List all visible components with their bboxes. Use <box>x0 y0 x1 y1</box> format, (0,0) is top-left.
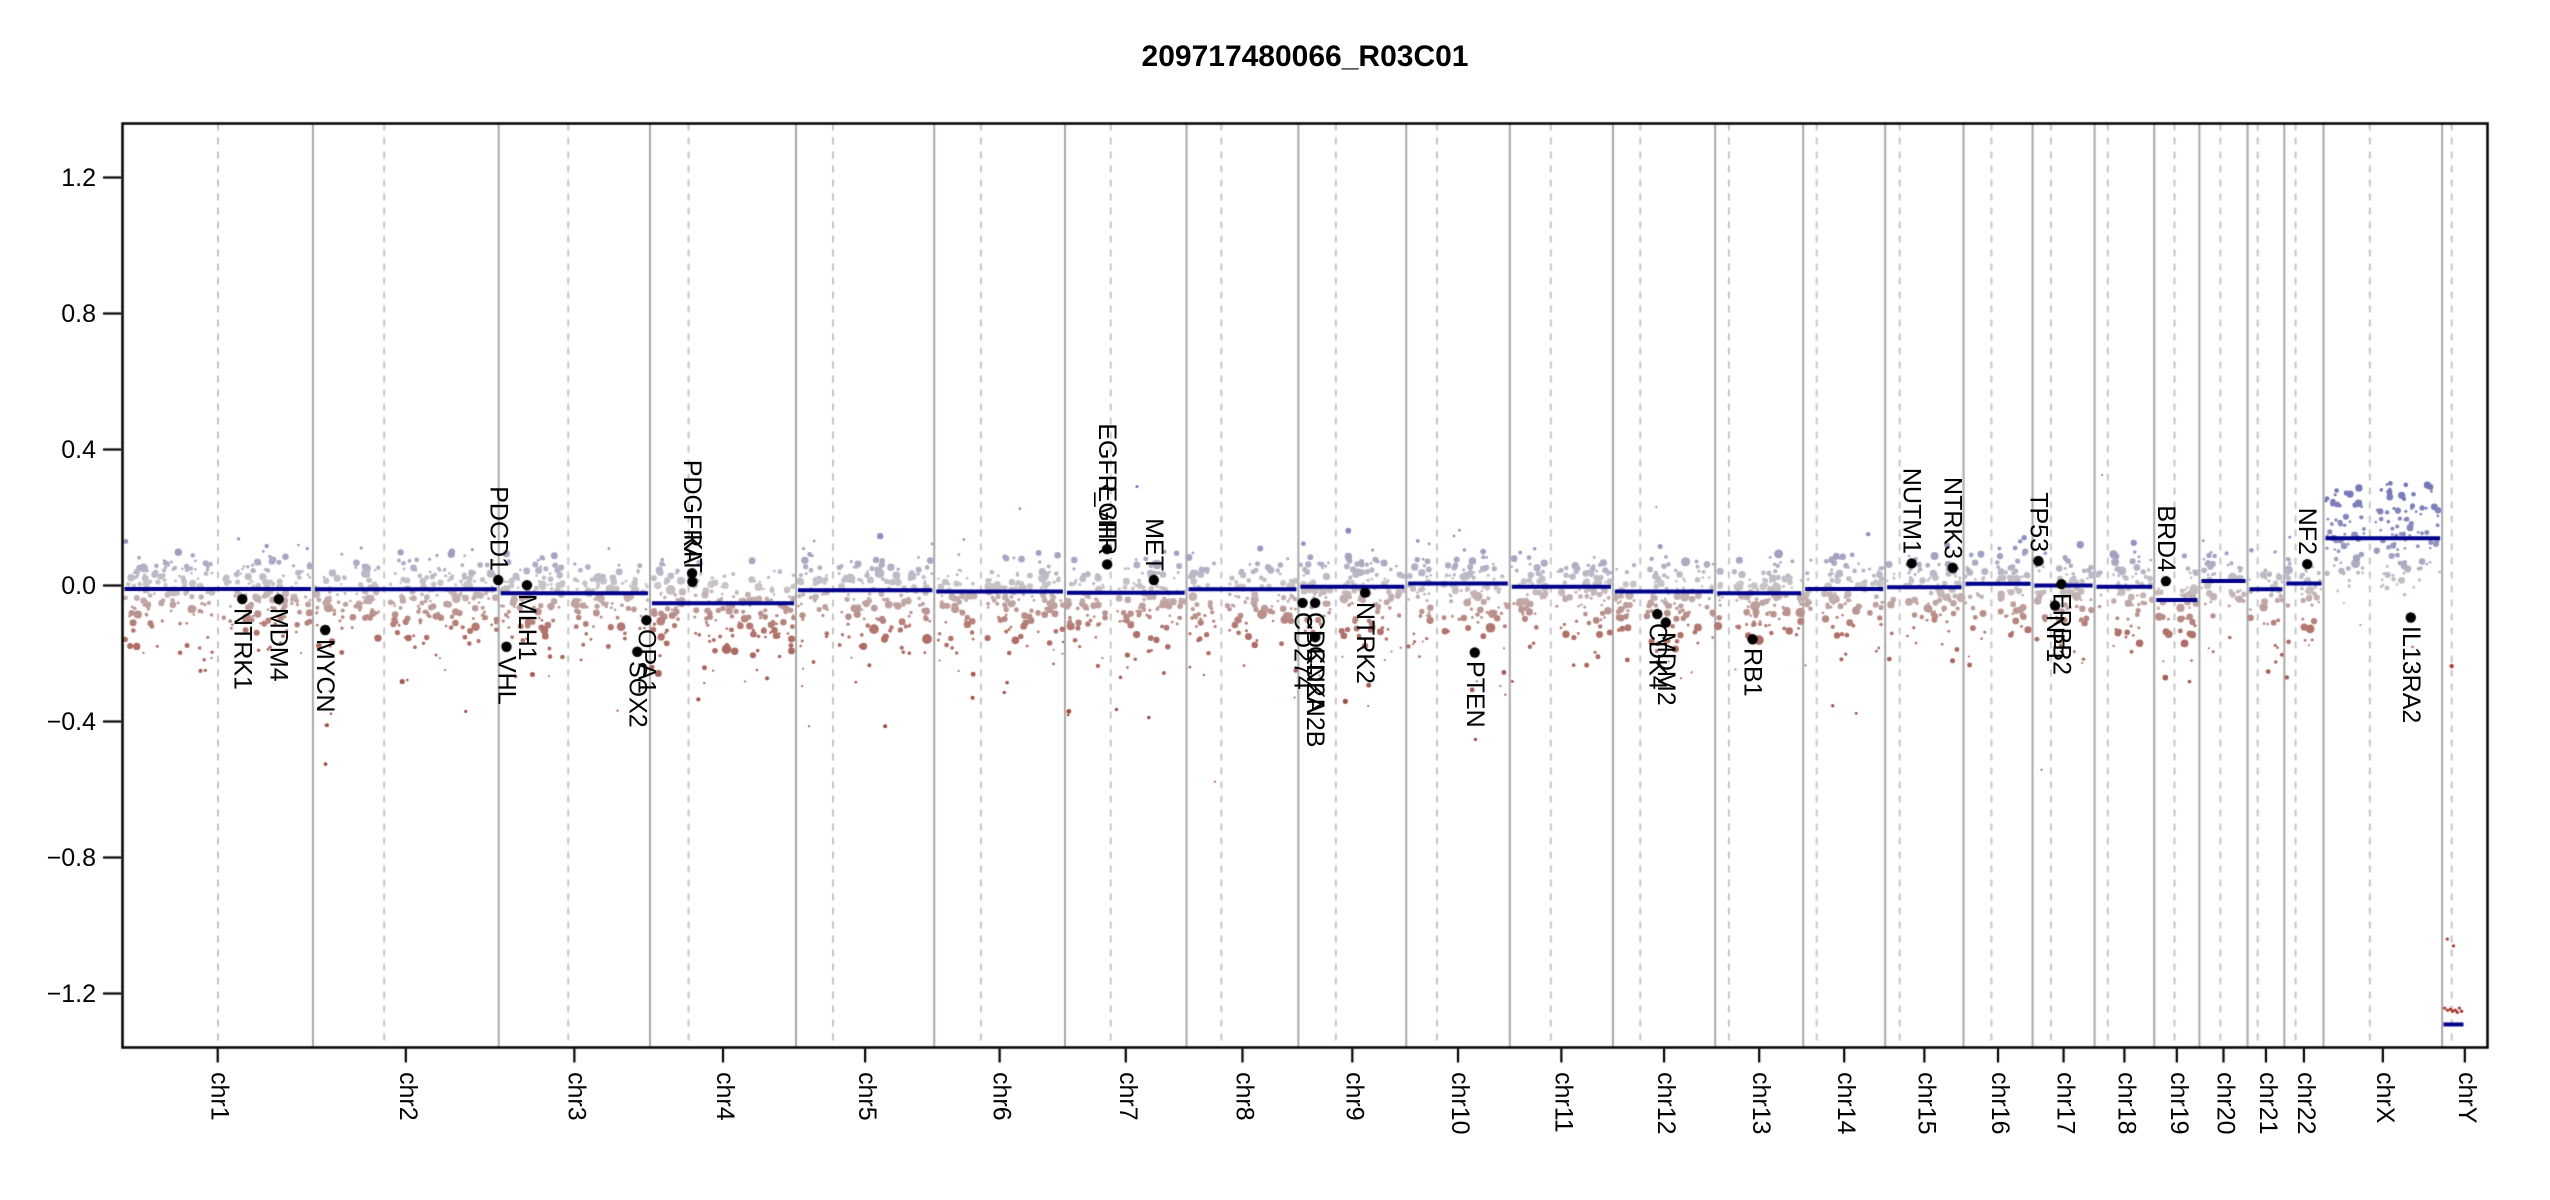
gene-label: EGFR <box>1093 485 1122 556</box>
gene-label: MYCN <box>311 639 340 713</box>
chr-axis-label: chr18 <box>2112 1072 2141 1135</box>
chr-axis-label: chr13 <box>1747 1072 1776 1135</box>
chr-axis-label: chr5 <box>853 1072 882 1121</box>
gene-label: PTEN <box>1460 661 1489 729</box>
gene-label: NF2 <box>2293 507 2322 556</box>
gene-label: NTRK1 <box>228 608 257 691</box>
gene-label: MLH1 <box>512 594 541 661</box>
gene-label: SOX2 <box>623 660 652 728</box>
y-tick-label: −1.2 <box>46 979 96 1008</box>
gene-label: MDM2 <box>1651 631 1680 706</box>
gene-label: CDKN2A <box>1301 611 1330 714</box>
y-tick-label: 0.0 <box>61 571 96 600</box>
gene-label: ERBB2 <box>2047 593 2076 676</box>
chr-axis-label: chr3 <box>562 1072 591 1121</box>
chr-axis-label: chr1 <box>205 1072 234 1121</box>
gene-label: CDK4 <box>1643 623 1672 690</box>
chr-axis-label: chr9 <box>1340 1072 1369 1121</box>
gene-label: OPA1 <box>632 629 661 695</box>
gene-label: EGFR_vIII <box>1092 423 1121 541</box>
chr-axis-label: chr12 <box>1652 1072 1681 1135</box>
chr-axis-label: chr8 <box>1230 1072 1259 1121</box>
gene-label: VHL <box>492 655 521 705</box>
chr-axis-label: chr4 <box>711 1072 739 1121</box>
gene-label: RB1 <box>1738 648 1767 697</box>
gene-label: NTRK3 <box>1938 476 1967 559</box>
chr-axis-label: chrY <box>2452 1072 2481 1124</box>
chr-axis-label: chr10 <box>1446 1072 1475 1135</box>
page-title: 209717480066_R03C01 <box>1141 40 1469 73</box>
gene-label: KIT <box>678 533 707 573</box>
chr-axis-label: chr21 <box>2253 1072 2282 1135</box>
gene-label: TP53 <box>2024 492 2053 553</box>
chr-axis-label: chr20 <box>2211 1072 2240 1135</box>
y-tick-label: −0.4 <box>46 707 96 736</box>
chr-axis-label: chr17 <box>2051 1072 2080 1135</box>
gene-label: NUTM1 <box>1897 468 1926 555</box>
gene-label: PDGFRA <box>678 460 707 565</box>
gene-label: PDCD1 <box>484 486 513 572</box>
gene-label: BRD4 <box>2151 505 2180 573</box>
y-tick-label: 0.8 <box>61 299 96 328</box>
y-tick-label: 1.2 <box>61 163 96 192</box>
chr-axis-label: chr7 <box>1113 1072 1142 1121</box>
chr-axis-label: chr11 <box>1549 1072 1578 1133</box>
gene-label: CDKN2B <box>1301 646 1330 748</box>
gene-label: CD274 <box>1288 611 1317 690</box>
chr-axis-label: chrX <box>2370 1072 2399 1124</box>
gene-label: MET <box>1139 518 1168 572</box>
gene-label: MDM4 <box>264 608 293 682</box>
chr-axis-label: chr16 <box>1986 1072 2015 1135</box>
chr-axis-label: chr22 <box>2291 1072 2320 1135</box>
y-tick-label: 0.4 <box>61 435 96 464</box>
gene-label: IL13RA2 <box>2396 626 2425 724</box>
chr-axis-label: chr2 <box>393 1072 422 1121</box>
gene-label: NF1 <box>2041 614 2070 662</box>
gene-label: NTRK2 <box>1351 601 1380 684</box>
chr-axis-label: chr14 <box>1832 1072 1861 1135</box>
chr-axis-label: chr6 <box>987 1072 1016 1121</box>
chr-axis-label: chr15 <box>1912 1072 1941 1135</box>
chr-axis-label: chr19 <box>2164 1072 2193 1135</box>
y-tick-label: −0.8 <box>46 843 96 872</box>
